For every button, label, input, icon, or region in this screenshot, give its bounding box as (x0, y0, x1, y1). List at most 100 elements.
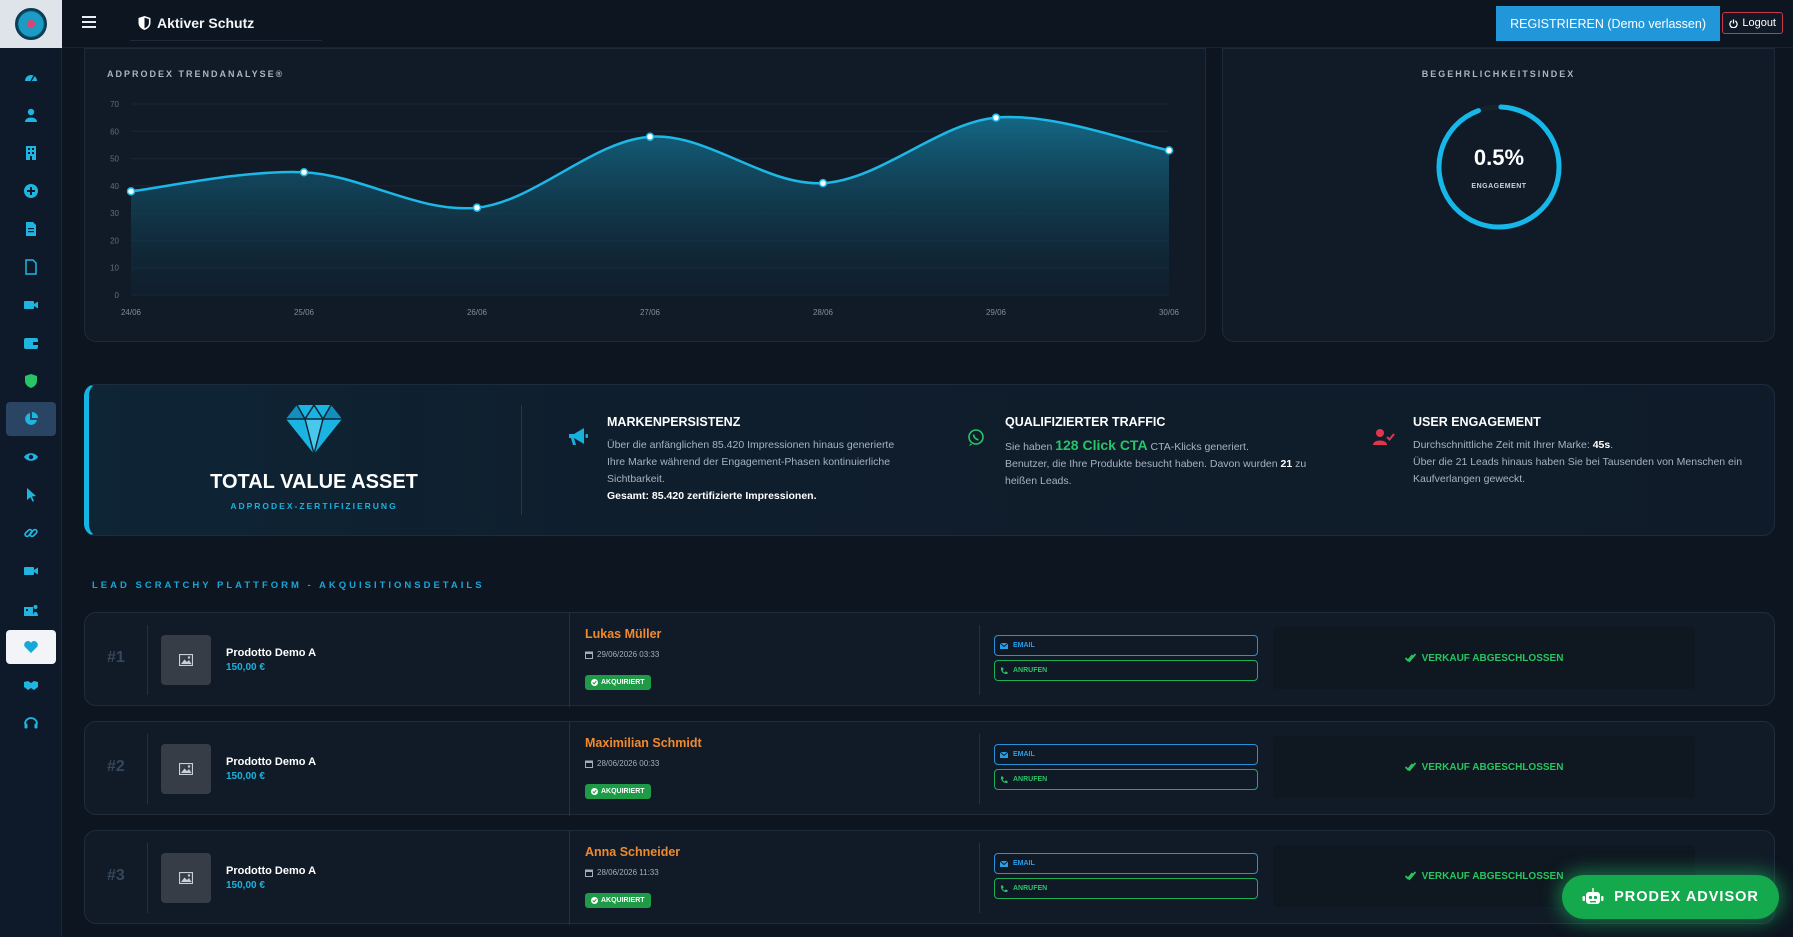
data-point-29/06 (991, 113, 1001, 122)
product-name: Prodotto Demo A (226, 647, 317, 659)
phone-icon (1000, 667, 1008, 674)
page-title-text: Aktiver Schutz (157, 15, 255, 31)
video-icon (24, 301, 38, 309)
sidebar-item-heart[interactable] (6, 630, 56, 664)
lead-date: 28/06/2026 11:33 (585, 868, 659, 877)
double-check-icon (1404, 871, 1416, 881)
logo[interactable] (0, 0, 62, 48)
cta-count: 128 Click CTA (1055, 437, 1148, 453)
x-tick-label: 30/06 (1159, 308, 1180, 317)
sidebar-item-users-building[interactable] (6, 592, 56, 626)
diamond-icon (286, 403, 342, 455)
product-name: Prodotto Demo A (226, 865, 317, 877)
gauge-value: 0.5% (1473, 145, 1525, 170)
shield-icon (25, 374, 37, 388)
lead-number: #2 (107, 758, 125, 775)
shield-icon (138, 16, 151, 30)
envelope-icon (1000, 751, 1008, 758)
call-button[interactable]: ANRUFEN (994, 878, 1258, 899)
email-button[interactable]: EMAIL (994, 744, 1258, 765)
section-title: LEAD SCRATCHY PLATTFORM - AKQUISITIONSDE… (92, 580, 485, 591)
plus-circle-icon (24, 184, 38, 198)
camera-icon (24, 567, 38, 575)
file-text-icon (26, 222, 36, 236)
sidebar-item-handshake[interactable] (6, 668, 56, 702)
certification-subtitle: ADPRODEX-ZERTIFIZIERUNG (230, 501, 398, 511)
product-price: 150,00 € (226, 880, 265, 891)
y-tick-label: 10 (110, 264, 119, 273)
sidebar-item-pie-chart[interactable] (6, 402, 56, 436)
cursor-icon (27, 488, 36, 502)
sidebar-item-eye[interactable] (6, 440, 56, 474)
page-title: Aktiver Schutz (138, 15, 254, 31)
check-circle-icon (591, 897, 598, 904)
sidebar-item-headset[interactable] (6, 706, 56, 740)
sidebar-item-file[interactable] (6, 250, 56, 284)
trend-chart-card: ADPRODEX TRENDANALYSE® 0 10 20 30 40 50 60 70 24… (84, 48, 1206, 342)
sidebar-item-camera[interactable] (6, 554, 56, 588)
envelope-icon (1000, 642, 1008, 649)
x-tick-label: 27/06 (640, 308, 661, 317)
call-button[interactable]: ANRUFEN (994, 660, 1258, 681)
wallet-icon (24, 338, 38, 349)
dashboard-icon (25, 75, 37, 82)
double-check-icon (1404, 762, 1416, 772)
data-point-30/06 (1164, 146, 1174, 155)
calendar-icon (585, 651, 593, 659)
sidebar-item-plus-circle[interactable] (6, 174, 56, 208)
feature-text: Über die anfänglichen 85.420 Impressione… (607, 439, 895, 502)
power-icon (1729, 18, 1739, 28)
menu-icon[interactable] (82, 16, 96, 30)
sidebar-item-dashboard[interactable] (6, 60, 56, 94)
index-card: BEGEHRLICHKEITSINDEX 0.5% ENGAGEMENT (1222, 48, 1775, 342)
advisor-button[interactable]: PRODEX ADVISOR (1562, 875, 1779, 919)
sidebar-item-building[interactable] (6, 136, 56, 170)
topbar: Aktiver Schutz REGISTRIEREN (Demo verlas… (62, 0, 1793, 48)
logout-button[interactable]: Logout (1722, 12, 1783, 34)
lead-date: 28/06/2026 00:33 (585, 759, 659, 768)
email-button[interactable]: EMAIL (994, 853, 1258, 874)
x-tick-label: 24/06 (121, 308, 142, 317)
data-point-28/06 (818, 178, 828, 188)
sidebar-item-cursor[interactable] (6, 478, 56, 512)
sidebar-item-wallet[interactable] (6, 326, 56, 360)
status-badge: AKQUIRIERT (585, 784, 651, 799)
data-point-26/06 (472, 203, 482, 212)
sidebar-item-shield[interactable] (6, 364, 56, 398)
value-banner: TOTAL VALUE ASSET ADPRODEX-ZERTIFIZIERUN… (84, 384, 1775, 536)
advisor-label: PRODEX ADVISOR (1614, 889, 1759, 905)
lead-number: #1 (107, 649, 125, 666)
y-tick-label: 40 (110, 182, 119, 191)
email-button[interactable]: EMAIL (994, 635, 1258, 656)
register-button[interactable]: REGISTRIEREN (Demo verlassen) (1496, 6, 1720, 41)
customer-name: Anna Schneider (585, 845, 681, 859)
product-thumbnail (161, 635, 211, 685)
megaphone-icon (569, 428, 588, 445)
robot-icon (1582, 888, 1604, 904)
x-tick-label: 29/06 (986, 308, 1007, 317)
whatsapp-icon (968, 429, 984, 446)
users-building-icon (24, 605, 38, 616)
sidebar-item-user[interactable] (6, 98, 56, 132)
lead-date: 29/06/2026 03:33 (585, 650, 659, 659)
sidebar (0, 0, 62, 937)
trend-chart: 0 10 20 30 40 50 60 70 24/06 25/06 26/06 27/06 28/06… (110, 100, 1180, 317)
envelope-icon (1000, 860, 1008, 867)
product-thumbnail (161, 853, 211, 903)
call-button[interactable]: ANRUFEN (994, 769, 1258, 790)
data-point-27/06 (645, 132, 655, 141)
sidebar-item-link[interactable] (6, 516, 56, 550)
sidebar-item-video[interactable] (6, 288, 56, 322)
double-check-icon (1404, 653, 1416, 663)
sidebar-item-file-text[interactable] (6, 212, 56, 246)
product-name: Prodotto Demo A (226, 756, 317, 768)
heart-icon (24, 641, 38, 653)
phone-icon (1000, 776, 1008, 783)
image-icon (179, 654, 193, 666)
x-tick-label: 25/06 (294, 308, 315, 317)
eye-icon (24, 453, 38, 461)
y-tick-label: 50 (110, 155, 119, 164)
chart-title: ADPRODEX TRENDANALYSE® (107, 69, 285, 79)
feature-text: Sie haben 128 Click CTA CTA-Klicks gener… (1005, 437, 1307, 487)
data-point-24/06 (126, 187, 136, 196)
